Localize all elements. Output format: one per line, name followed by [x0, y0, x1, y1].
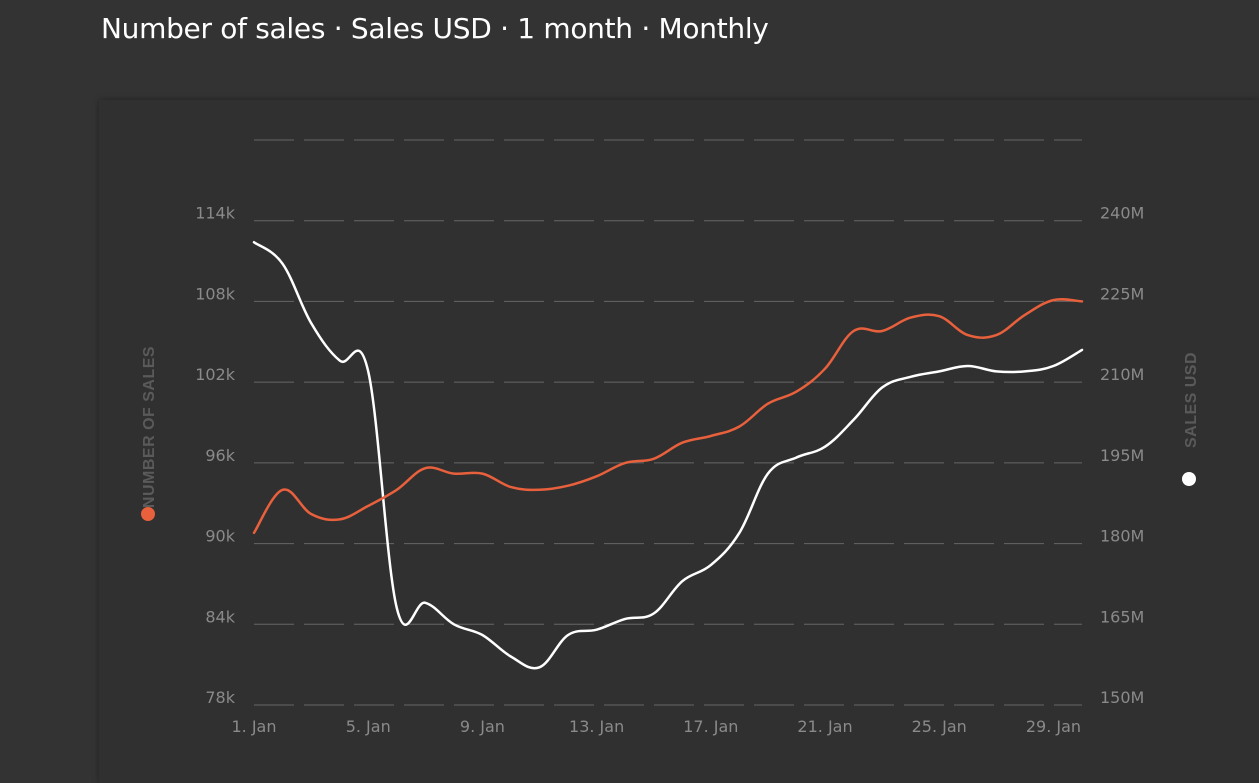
x-tick-label: 9. Jan	[460, 717, 505, 736]
left-tick-label: 102k	[195, 365, 236, 384]
x-tick-label: 29. Jan	[1026, 717, 1081, 736]
right-axis-title: SALES USD	[1183, 352, 1200, 448]
right-tick-label: 240M	[1100, 204, 1144, 223]
grid-lines	[254, 139, 1082, 706]
x-axis-ticks: 1. Jan 5. Jan 9. Jan 13. Jan 17. Jan 21. Jan 2…	[231, 717, 1081, 736]
page-title: Number of sales · Sales USD · 1 month · …	[101, 12, 769, 45]
left-tick-label: 90k	[205, 527, 235, 546]
sales-usd-legend-dot[interactable]	[1182, 472, 1196, 486]
left-axis-title: NUMBER OF SALES	[141, 346, 158, 508]
right-tick-label: 165M	[1100, 607, 1144, 626]
right-axis-ticks: 150M 165M 180M 195M 210M 225M 240M	[1100, 204, 1144, 707]
left-axis-ticks: 78k 84k 90k 96k 102k 108k 114k	[195, 204, 236, 707]
sales-usd-line[interactable]	[252, 240, 1084, 670]
right-tick-label: 225M	[1100, 284, 1144, 303]
x-tick-label: 21. Jan	[797, 717, 852, 736]
x-tick-label: 1. Jan	[231, 717, 276, 736]
number-of-sales-legend-dot[interactable]	[141, 507, 155, 521]
chart-panel: 78k 84k 90k 96k 102k 108k 114k 150M 165M 180M 195…	[99, 100, 1259, 783]
right-tick-label: 195M	[1100, 446, 1144, 465]
right-tick-label: 150M	[1100, 688, 1144, 707]
left-tick-label: 78k	[205, 688, 235, 707]
number-of-sales-line[interactable]	[252, 298, 1084, 535]
x-tick-label: 25. Jan	[912, 717, 967, 736]
left-tick-label: 96k	[205, 446, 235, 465]
series-layer	[252, 240, 1084, 670]
right-tick-label: 210M	[1100, 365, 1144, 384]
x-tick-label: 13. Jan	[569, 717, 624, 736]
left-tick-label: 84k	[205, 607, 235, 626]
left-tick-label: 114k	[195, 204, 236, 223]
dual-axis-line-chart: 78k 84k 90k 96k 102k 108k 114k 150M 165M 180M 195…	[141, 139, 1200, 736]
left-tick-label: 108k	[195, 284, 236, 303]
right-tick-label: 180M	[1100, 527, 1144, 546]
x-tick-label: 17. Jan	[683, 717, 738, 736]
x-tick-label: 5. Jan	[346, 717, 391, 736]
